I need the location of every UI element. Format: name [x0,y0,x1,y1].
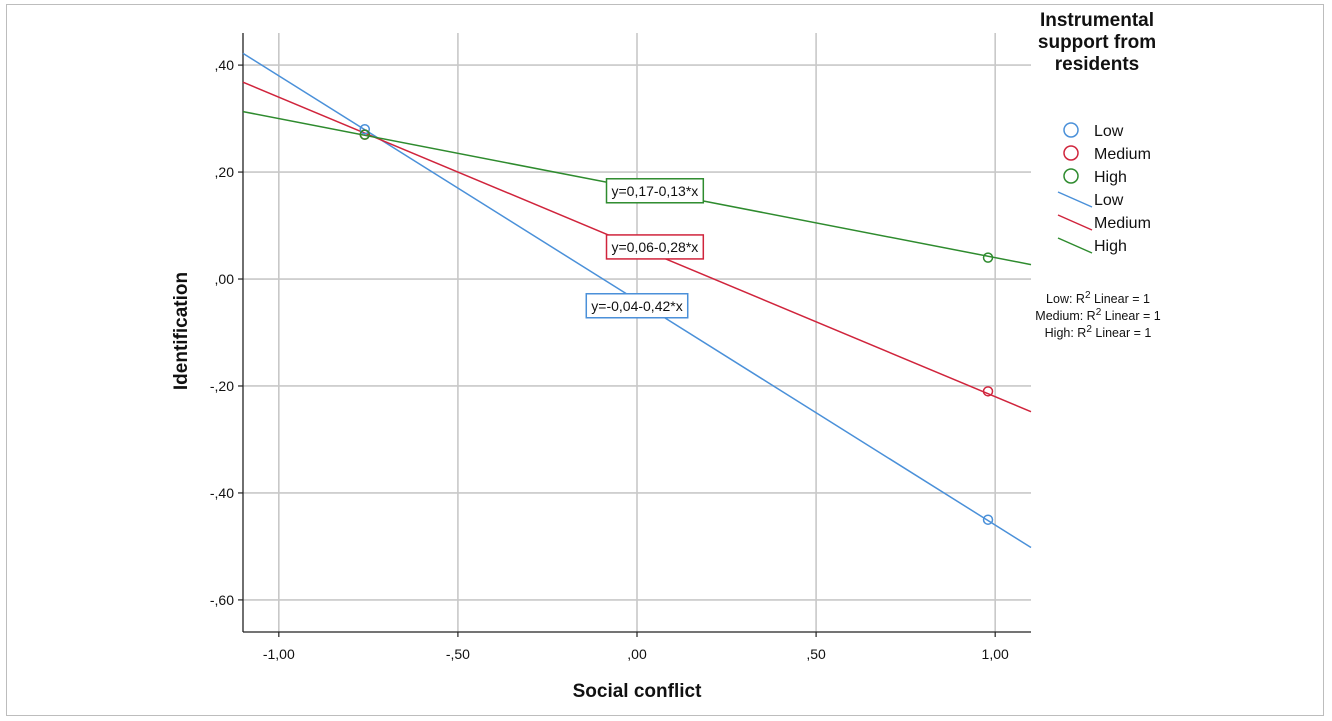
legend-item-line-medium: Medium [1057,214,1151,232]
equation-box [605,234,705,260]
points-layer [359,124,994,525]
x-axis-title: Social conflict [573,681,702,702]
legend-title-line: support from [1038,32,1156,53]
equation-text: y=0,17-0,13*x [612,183,699,199]
legend-item-point-high: High [1063,168,1127,186]
y-tick-label: -,60 [210,592,234,608]
y-tick-label: -,20 [210,378,234,394]
legend-title-line: residents [1055,54,1139,75]
equation-text: y=-0,04-0,42*x [591,298,682,314]
fit-annotation-line: Low: R2 Linear = 1 [1046,290,1150,306]
legend-marker-line [1057,214,1093,231]
y-tick-label: ,40 [215,57,235,73]
legend-item-line-low: Low [1057,191,1124,209]
legend-marker-circle [1063,145,1079,161]
chart-frame [6,4,1324,716]
legend-item-point-low: Low [1063,122,1124,140]
data-point-low [982,514,994,525]
legend-label: Medium [1094,215,1151,232]
equation-text: y=0,06-0,28*x [612,239,699,255]
legend-label: Low [1094,123,1124,140]
x-tick-label: -1,00 [263,646,295,662]
x-tick-label: ,00 [627,646,647,662]
legend-marker-line [1057,237,1093,254]
equation-labels-layer: y=-0,04-0,42*x y=0,06-0,28*x y=0,17-0,13*x [585,178,705,319]
legend-item-point-medium: Medium [1063,145,1151,163]
y-tick-label: -,40 [210,485,234,501]
y-axis-title: Identification [171,272,192,390]
equation-label-low: y=-0,04-0,42*x [585,293,689,319]
legend-title-line: Instrumental [1040,10,1154,31]
axes-layer: -1,00 -,50 ,00 ,50 1,00 ,40 ,20 ,00 -,20 -,40 -,60 [210,33,1031,662]
equation-box [585,293,689,319]
fit-annotation-line: Medium: R2 Linear = 1 [1035,307,1160,323]
legend-label: High [1094,238,1127,255]
legend-label: Low [1094,192,1124,209]
fit-annotation-line: High: R2 Linear = 1 [1045,324,1152,340]
data-point-high [359,129,371,140]
legend-marker-line [1057,191,1093,208]
grid-layer [243,33,1031,632]
legend-label: Medium [1094,146,1151,163]
legend-marker-circle [1063,122,1079,138]
y-tick-label: ,00 [215,271,235,287]
equation-label-medium: y=0,06-0,28*x [605,234,705,260]
legend-label: High [1094,169,1127,186]
equation-box [605,178,705,204]
y-tick-label: ,20 [215,164,235,180]
x-tick-label: ,50 [806,646,826,662]
x-tick-label: 1,00 [982,646,1009,662]
legend-marker-circle [1063,168,1079,184]
equation-label-high: y=0,17-0,13*x [605,178,705,204]
legend-item-line-high: High [1057,237,1127,255]
data-point-low [359,124,371,135]
data-point-medium [982,386,994,397]
data-point-high [982,252,994,263]
x-tick-label: -,50 [446,646,470,662]
